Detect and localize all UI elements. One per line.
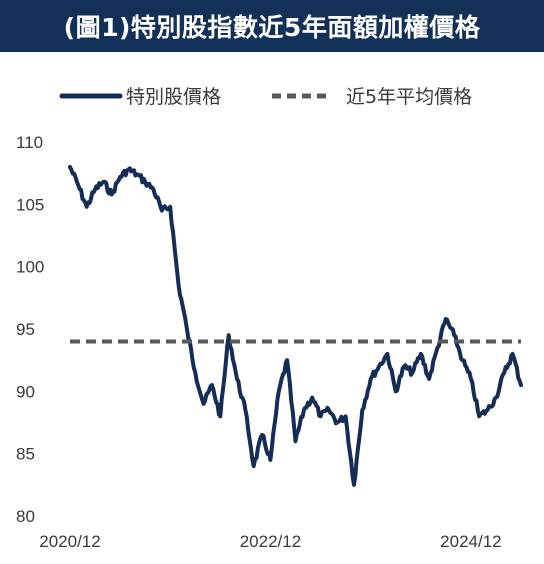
legend: 特別股價格 近5年平均價格 [59,86,472,108]
y-tick-label: 100 [16,258,44,277]
series-line-price [68,164,523,487]
x-tick-label: 2022/12 [240,532,301,551]
chart-title: (圖1)特別股指數近5年面額加權價格 [0,0,544,52]
x-tick-label: 2020/12 [39,532,100,551]
y-tick-label: 90 [16,382,35,401]
y-tick-label: 110 [16,133,43,152]
legend-label-average: 近5年平均價格 [346,86,472,108]
y-axis-ticks: 80 85 90 95 100 105 110 [16,133,44,526]
plot-area [68,164,523,487]
x-axis-ticks: 2020/12 2022/12 2024/12 [39,532,501,551]
y-tick-label: 80 [16,507,35,526]
y-tick-label: 105 [16,195,44,214]
y-tick-label: 85 [16,445,35,464]
x-tick-label: 2024/12 [440,532,501,551]
y-tick-label: 95 [16,320,35,339]
legend-label-price: 特別股價格 [126,86,221,108]
